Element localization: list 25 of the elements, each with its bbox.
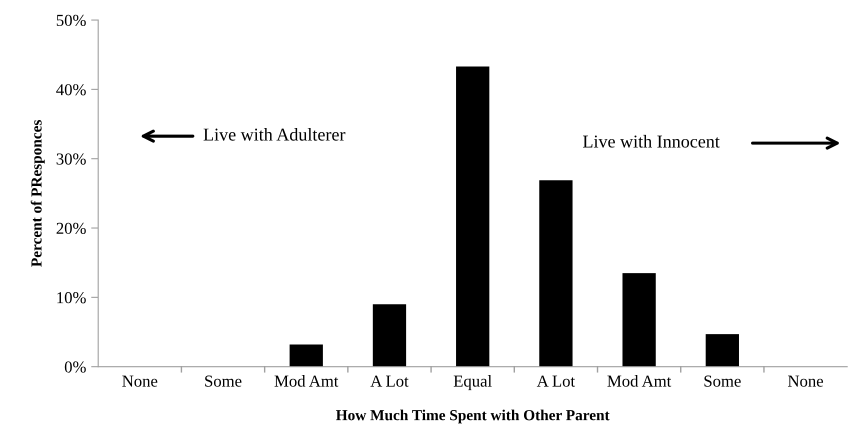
y-tick-label: 30%: [56, 153, 86, 165]
annotation: Live with Adulterer: [204, 128, 346, 141]
y-axis-title: Percent of PResponces: [30, 120, 45, 267]
bar: [456, 66, 490, 367]
x-tick-label: None: [122, 376, 158, 387]
x-tick-label: Some: [205, 376, 242, 387]
x-tick-label: Mod Amt: [607, 375, 672, 387]
y-tick-label: 50%: [56, 14, 86, 26]
x-tick-label: Some: [704, 376, 741, 387]
x-tick-label: Equal: [454, 375, 492, 390]
x-tick-label: Mod Amt: [274, 375, 338, 387]
y-tick-label: 0%: [64, 361, 86, 373]
x-axis-title: How Much Time Spent with Other Parent: [336, 410, 610, 424]
y-tick-label: 40%: [56, 84, 86, 96]
bar: [706, 334, 739, 367]
bar: [372, 304, 406, 367]
bar: [290, 344, 323, 367]
y-tick-label: 20%: [56, 222, 86, 234]
annotation: Live with Innocent: [582, 134, 720, 148]
x-tick-label: None: [788, 376, 824, 387]
bar: [622, 273, 656, 367]
x-tick-label: A Lot: [536, 376, 576, 387]
bar: [539, 180, 573, 367]
y-tick-label: 10%: [57, 292, 86, 304]
x-tick-label: A Lot: [370, 376, 409, 387]
